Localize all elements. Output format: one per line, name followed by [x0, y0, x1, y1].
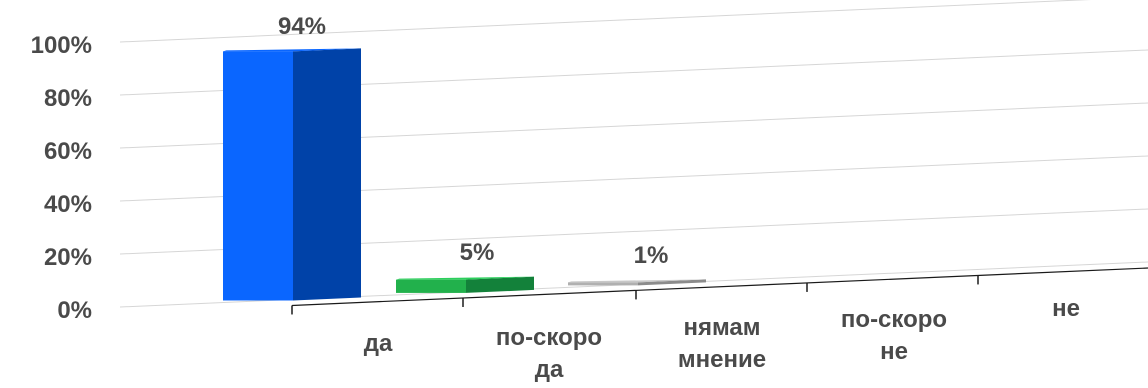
bar — [223, 48, 361, 301]
bar — [568, 279, 706, 286]
category-label: по-скоро да — [496, 324, 602, 383]
x-axis — [291, 267, 1148, 315]
bars — [223, 48, 706, 301]
category-label: не — [1052, 295, 1080, 322]
y-tick-label: 60% — [44, 138, 92, 165]
value-labels: 94% 5% 1% — [278, 13, 668, 269]
value-label: 5% — [460, 239, 495, 266]
y-tick-label: 100% — [31, 32, 92, 59]
y-tick-label: 0% — [57, 297, 92, 324]
y-tick-labels: 0% 20% 40% 60% 80% 100% — [31, 32, 92, 324]
category-label: да — [364, 330, 393, 357]
y-tick-label: 20% — [44, 244, 92, 271]
gridline — [119, 0, 1091, 43]
value-label: 94% — [278, 13, 326, 40]
category-label: по-скоро не — [841, 306, 947, 365]
value-label: 1% — [634, 242, 669, 269]
x-axis-line — [291, 267, 1148, 307]
y-tick-label: 40% — [44, 191, 92, 218]
y-tick-label: 80% — [44, 85, 92, 112]
category-label: нямам мнение — [678, 314, 766, 373]
category-labels: да по-скоро да нямам мнение по-скоро не не — [364, 295, 1080, 383]
bar — [396, 276, 534, 293]
